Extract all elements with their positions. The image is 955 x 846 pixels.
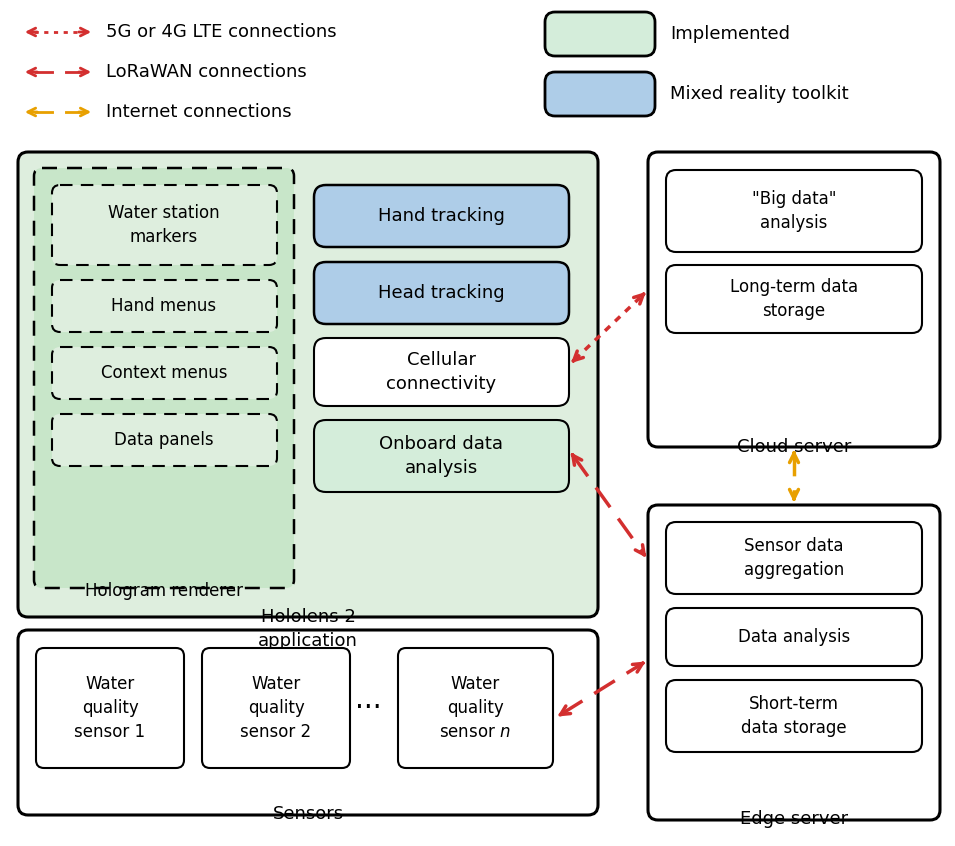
FancyBboxPatch shape	[666, 170, 922, 252]
Text: 5G or 4G LTE connections: 5G or 4G LTE connections	[106, 23, 336, 41]
Text: Onboard data
analysis: Onboard data analysis	[379, 435, 503, 477]
FancyBboxPatch shape	[52, 280, 277, 332]
Text: Hololens 2
application: Hololens 2 application	[258, 608, 358, 650]
Text: Edge server: Edge server	[740, 810, 848, 828]
Text: Water
quality
sensor 2: Water quality sensor 2	[241, 675, 311, 740]
Text: Context menus: Context menus	[100, 364, 227, 382]
Text: Cloud server: Cloud server	[737, 438, 851, 456]
FancyBboxPatch shape	[648, 152, 940, 447]
Text: Hand tracking: Hand tracking	[377, 207, 504, 225]
Text: Long-term data
storage: Long-term data storage	[730, 278, 858, 320]
FancyBboxPatch shape	[18, 630, 598, 815]
Text: Cellular
connectivity: Cellular connectivity	[386, 351, 496, 393]
FancyBboxPatch shape	[34, 168, 294, 588]
Text: Implemented: Implemented	[670, 25, 790, 43]
FancyBboxPatch shape	[666, 522, 922, 594]
FancyBboxPatch shape	[52, 414, 277, 466]
FancyBboxPatch shape	[666, 265, 922, 333]
FancyBboxPatch shape	[314, 420, 569, 492]
FancyBboxPatch shape	[314, 262, 569, 324]
Text: Short-term
data storage: Short-term data storage	[741, 695, 847, 737]
FancyBboxPatch shape	[52, 347, 277, 399]
FancyBboxPatch shape	[666, 680, 922, 752]
FancyBboxPatch shape	[36, 648, 184, 768]
Text: Data panels: Data panels	[115, 431, 214, 449]
Text: Head tracking: Head tracking	[377, 284, 504, 302]
Text: Internet connections: Internet connections	[106, 103, 291, 121]
Text: Water station
markers: Water station markers	[108, 204, 220, 246]
Text: "Big data"
analysis: "Big data" analysis	[752, 190, 837, 232]
FancyBboxPatch shape	[314, 338, 569, 406]
FancyBboxPatch shape	[52, 185, 277, 265]
Text: Water
quality
sensor 1: Water quality sensor 1	[74, 675, 145, 740]
Text: Sensors: Sensors	[272, 805, 344, 823]
FancyBboxPatch shape	[666, 608, 922, 666]
Text: Data analysis: Data analysis	[738, 628, 850, 646]
FancyBboxPatch shape	[398, 648, 553, 768]
Text: ···: ···	[354, 694, 381, 722]
FancyBboxPatch shape	[545, 12, 655, 56]
FancyBboxPatch shape	[648, 505, 940, 820]
Text: Water
quality
sensor $n$: Water quality sensor $n$	[439, 675, 511, 740]
Text: LoRaWAN connections: LoRaWAN connections	[106, 63, 307, 81]
Text: Hologram renderer: Hologram renderer	[85, 582, 243, 600]
Text: Sensor data
aggregation: Sensor data aggregation	[744, 537, 844, 579]
Text: Hand menus: Hand menus	[112, 297, 217, 315]
FancyBboxPatch shape	[545, 72, 655, 116]
FancyBboxPatch shape	[202, 648, 350, 768]
Text: Mixed reality toolkit: Mixed reality toolkit	[670, 85, 849, 103]
FancyBboxPatch shape	[18, 152, 598, 617]
FancyBboxPatch shape	[314, 185, 569, 247]
